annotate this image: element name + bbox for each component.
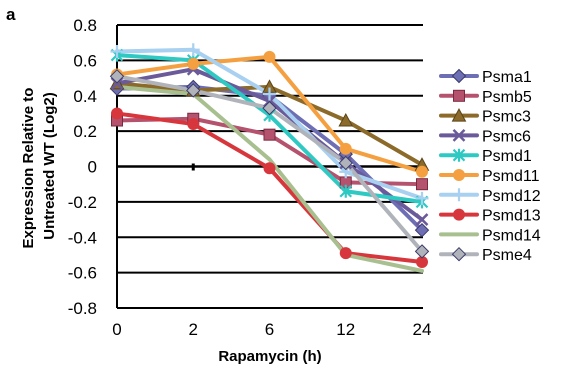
legend-label: Psmd11 <box>482 168 540 185</box>
data-point-psmd12 <box>110 45 124 59</box>
data-point-psmd12 <box>263 87 276 101</box>
legend-marker-psmc6 <box>452 129 466 142</box>
y-tick-label: -0.4 <box>68 228 97 247</box>
x-tick-label: 12 <box>336 320 355 339</box>
data-point-psma1 <box>414 222 430 238</box>
y-tick-label: 0.8 <box>73 16 97 35</box>
data-point-psmd13 <box>416 256 428 269</box>
x-tick-label: 0 <box>112 320 121 339</box>
x-tick-labels: 0 2 6 12 24 <box>112 320 431 339</box>
x-tick-label: 2 <box>189 320 198 339</box>
data-point-psmd12 <box>186 43 200 57</box>
data-point-psmd11 <box>263 50 276 63</box>
data-point-psmd11 <box>416 165 428 178</box>
y-tick-label: 0 <box>88 158 97 177</box>
data-point-psme4 <box>414 244 430 259</box>
legend-label: Psmd1 <box>482 148 532 165</box>
y-tick-label: -0.6 <box>68 264 97 283</box>
y-tick-label: 0.6 <box>73 51 97 70</box>
legend-marker-psmc3 <box>451 108 467 122</box>
panel-label: a <box>6 5 16 24</box>
y-tick-label: -0.2 <box>68 193 97 212</box>
y-axis-title-line-2: Untreated WT (Log2) <box>41 92 58 240</box>
data-point-psmc6 <box>415 213 429 226</box>
data-point-psmb5 <box>416 178 428 191</box>
data-point-psme4 <box>109 69 125 84</box>
legend-marker-psmd13 <box>453 208 465 221</box>
y-axis-title-line-1: Expression Relative to <box>20 88 37 249</box>
legend-label: Psmc6 <box>482 128 531 145</box>
legend-label: Psmc3 <box>482 109 531 126</box>
x-tick-label: 6 <box>265 320 274 339</box>
legend-label: Psmd13 <box>482 208 541 225</box>
legend: Psma1 Psmb5 Psmc3 Psmc6 Psmd1 Psmd11 Psmd12 Psm… <box>439 68 541 264</box>
legend-label: Psmd12 <box>482 188 541 205</box>
data-point-psme4 <box>262 100 277 116</box>
data-point-psmd12 <box>415 191 429 205</box>
data-point-psmd13 <box>187 118 200 131</box>
y-tick-labels: 0.8 0.6 0.4 0.2 0 -0.2 -0.4 -0.6 -0.8 <box>68 16 97 318</box>
series-line-psmd14 <box>115 84 424 273</box>
data-point-psmd11 <box>187 57 200 70</box>
y-axis-title: Expression Relative to Untreated WT (Log… <box>20 83 58 248</box>
data-point-psmd1 <box>339 184 353 198</box>
x-tick-label: 24 <box>413 320 432 339</box>
legend-label: Psmb5 <box>482 89 532 106</box>
data-point-psmd13 <box>263 162 276 175</box>
data-point-psmd13 <box>111 107 123 120</box>
data-point-psmd11 <box>339 142 352 155</box>
legend-label: Psma1 <box>482 69 532 86</box>
legend-marker-psmb5 <box>453 89 465 102</box>
legend-marker-psmd12 <box>452 188 466 202</box>
y-tick-label: 0.4 <box>73 87 97 106</box>
data-point-psmb5 <box>263 128 276 141</box>
y-tick-label: 0.2 <box>73 122 97 141</box>
legend-label: Psmd14 <box>482 227 541 244</box>
data-point-psmd13 <box>339 247 352 260</box>
legend-marker-psmd11 <box>453 169 465 181</box>
legend-marker-psmd1 <box>452 148 466 162</box>
legend-marker-psme4 <box>451 246 467 262</box>
y-tick-label: -0.8 <box>68 299 97 318</box>
legend-label: Psme4 <box>482 247 532 264</box>
series-markers <box>109 43 430 269</box>
legend-marker-psma1 <box>451 68 467 84</box>
data-point-psme4 <box>338 155 353 171</box>
data-point-psme4 <box>186 83 201 98</box>
x-axis-title: Rapamycin (h) <box>218 348 321 365</box>
data-point-psmc3 <box>338 112 354 127</box>
